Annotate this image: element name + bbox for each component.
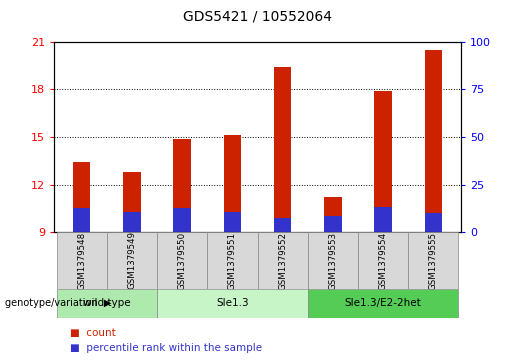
Bar bbox=[73, 163, 91, 232]
Bar bbox=[424, 50, 442, 232]
Bar bbox=[224, 135, 241, 232]
Text: GSM1379553: GSM1379553 bbox=[329, 231, 337, 290]
Bar bbox=[408, 232, 458, 289]
Bar bbox=[73, 208, 91, 232]
Text: GSM1379555: GSM1379555 bbox=[429, 231, 438, 290]
Text: ■  percentile rank within the sample: ■ percentile rank within the sample bbox=[70, 343, 262, 353]
Bar bbox=[174, 139, 191, 232]
Text: GSM1379554: GSM1379554 bbox=[379, 231, 388, 290]
Text: GSM1379551: GSM1379551 bbox=[228, 231, 237, 290]
Text: Sle1.3/E2-2het: Sle1.3/E2-2het bbox=[345, 298, 421, 309]
Text: GSM1379549: GSM1379549 bbox=[127, 232, 136, 289]
Text: ■  count: ■ count bbox=[70, 328, 115, 338]
Bar bbox=[358, 232, 408, 289]
Bar bbox=[274, 218, 291, 232]
Bar bbox=[174, 208, 191, 232]
Text: GSM1379552: GSM1379552 bbox=[278, 231, 287, 290]
Bar bbox=[374, 91, 392, 232]
Bar bbox=[258, 232, 308, 289]
Bar bbox=[123, 172, 141, 232]
Text: GSM1379550: GSM1379550 bbox=[178, 231, 186, 290]
Bar bbox=[308, 232, 358, 289]
Text: Sle1.3: Sle1.3 bbox=[216, 298, 249, 309]
Bar bbox=[157, 232, 207, 289]
Bar bbox=[274, 67, 291, 232]
Bar bbox=[57, 289, 157, 318]
Bar bbox=[224, 212, 241, 232]
Bar bbox=[207, 232, 258, 289]
Bar bbox=[324, 197, 341, 232]
Text: GDS5421 / 10552064: GDS5421 / 10552064 bbox=[183, 9, 332, 24]
Text: GSM1379548: GSM1379548 bbox=[77, 231, 86, 290]
Text: genotype/variation  ▶: genotype/variation ▶ bbox=[5, 298, 112, 309]
Bar bbox=[308, 289, 458, 318]
Text: wild type: wild type bbox=[83, 298, 131, 309]
Bar bbox=[424, 213, 442, 232]
Bar bbox=[324, 216, 341, 232]
Bar bbox=[157, 289, 308, 318]
Bar bbox=[123, 212, 141, 232]
Bar bbox=[57, 232, 107, 289]
Bar bbox=[374, 207, 392, 232]
Bar bbox=[107, 232, 157, 289]
